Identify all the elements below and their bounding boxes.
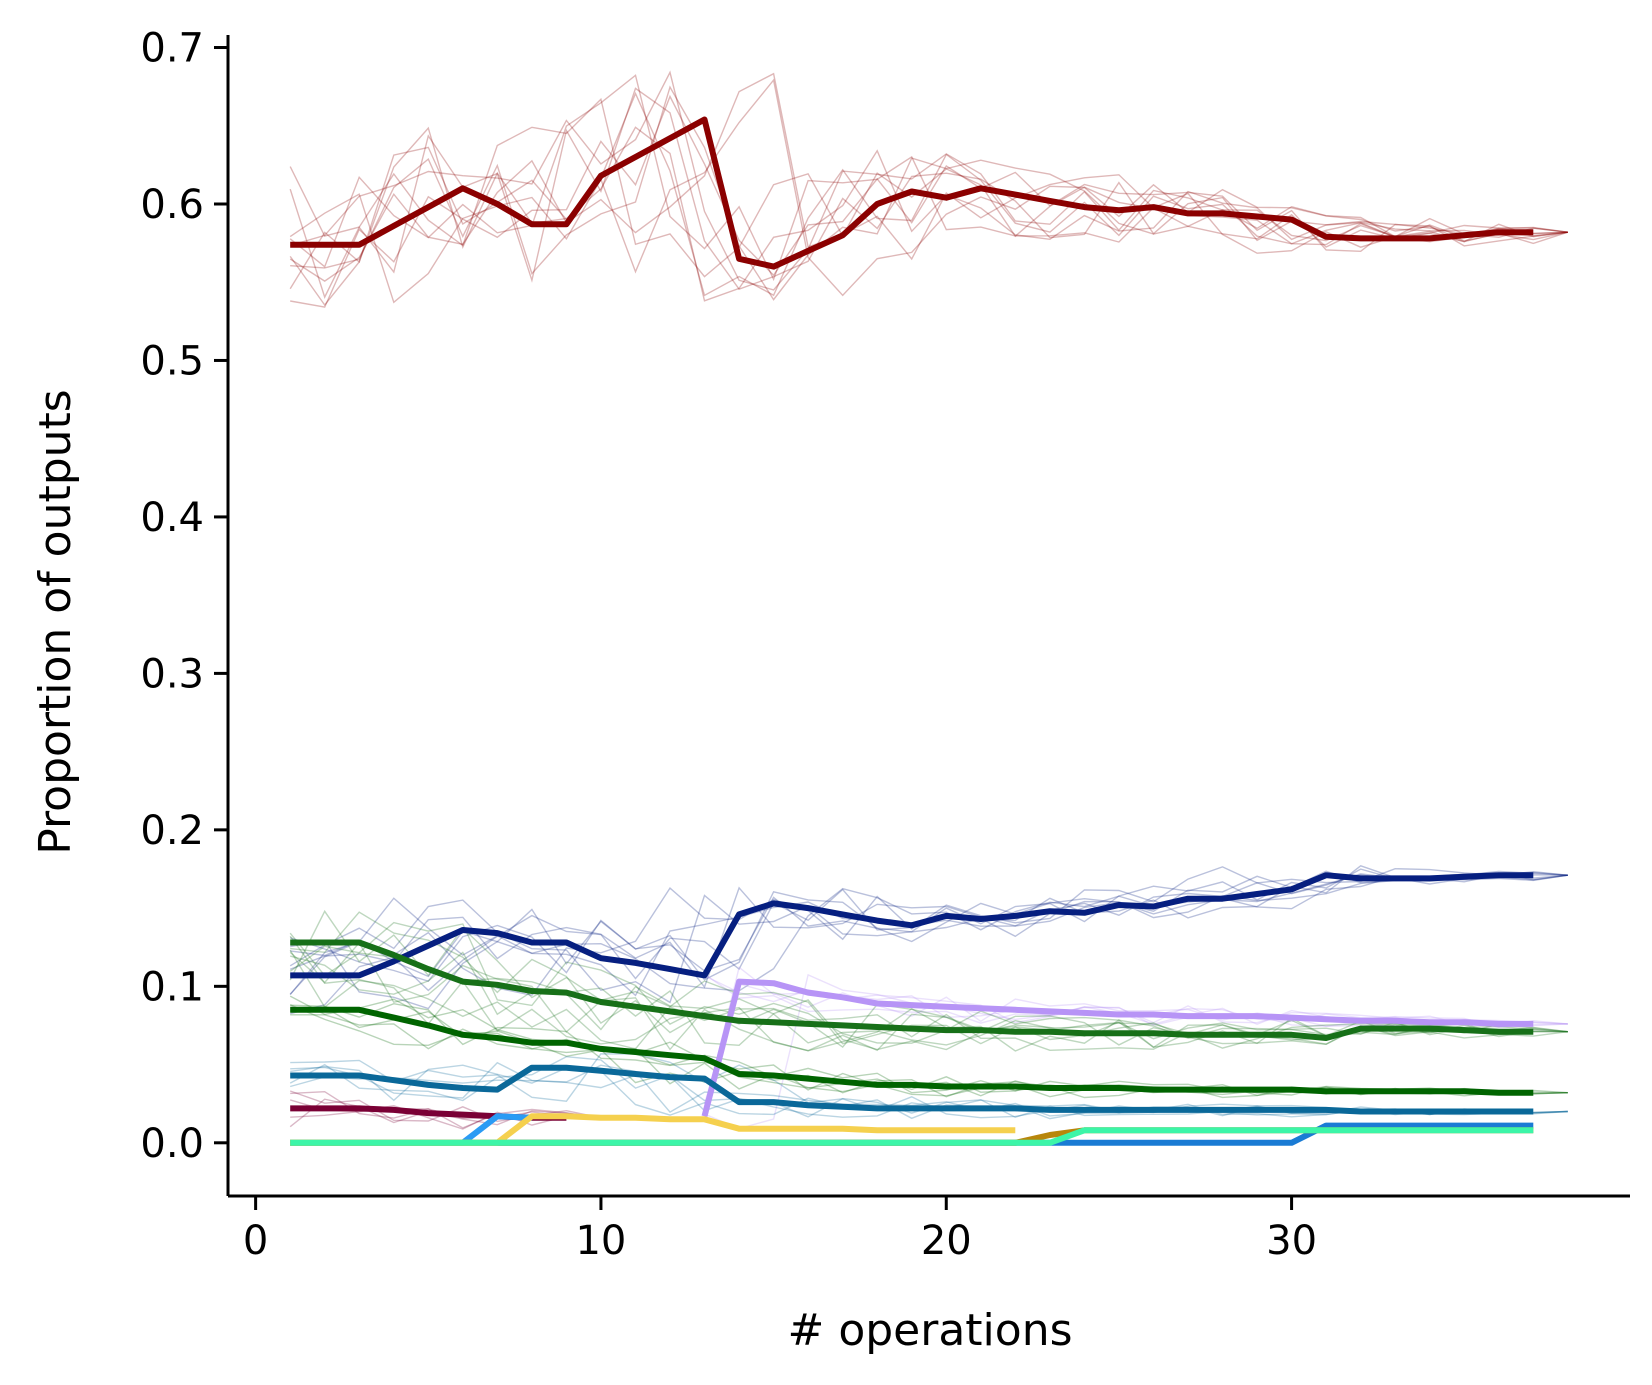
x-tick-label: 30 (1266, 1218, 1317, 1264)
y-tick-label: 0.1 (140, 964, 204, 1010)
y-axis-ticks: 0.0 0.1 0.2 0.3 0.4 0.5 0.6 0.7 (140, 26, 228, 1167)
axes: 0 10 20 30 0.0 0.1 0.2 0.3 0.4 0.5 0.6 0.7 (140, 26, 1630, 1264)
y-tick-label: 0.2 (140, 808, 204, 854)
x-tick-label: 10 (575, 1218, 626, 1264)
background-run-line (289, 866, 1568, 996)
background-run-line (290, 85, 1568, 301)
background-run-line (289, 91, 1568, 297)
series-line (290, 1127, 1534, 1146)
background-run-line (289, 72, 1569, 282)
background-run-line (290, 1002, 1568, 1098)
background-run-line (290, 871, 1568, 978)
x-axis-ticks: 0 10 20 30 (243, 1196, 1317, 1264)
y-tick-label: 0.4 (140, 495, 204, 541)
series-line (290, 1122, 1534, 1146)
y-tick-label: 0.3 (140, 651, 204, 697)
series-line (290, 1006, 1534, 1096)
background-run-line (289, 874, 1568, 983)
series-line (290, 872, 1534, 979)
series-line (290, 1113, 1016, 1146)
background-run-line (290, 874, 1568, 1010)
background-run-line (289, 941, 1568, 1052)
y-tick-label: 0.6 (140, 182, 204, 228)
series-line (701, 978, 1534, 1117)
series-lines (290, 116, 1534, 1146)
y-tick-label: 0.0 (140, 1121, 204, 1167)
y-axis-title: Proportion of outputs (30, 389, 81, 854)
background-run-lines (289, 70, 1569, 1130)
x-axis-title: # operations (787, 1305, 1072, 1356)
y-tick-label: 0.7 (140, 26, 204, 72)
y-tick-label: 0.5 (140, 338, 204, 384)
series-line (290, 939, 1534, 1041)
series-line (290, 1064, 1534, 1115)
background-run-line (289, 126, 1568, 307)
background-run-line (289, 97, 1568, 278)
background-run-line (290, 951, 1568, 1049)
background-run-line (290, 94, 1568, 308)
background-run-line (289, 87, 1568, 299)
series-line (290, 116, 1534, 270)
background-run-line (289, 935, 1568, 1052)
background-run-line (290, 70, 1568, 291)
x-tick-label: 0 (243, 1218, 268, 1264)
x-tick-label: 20 (921, 1218, 972, 1264)
